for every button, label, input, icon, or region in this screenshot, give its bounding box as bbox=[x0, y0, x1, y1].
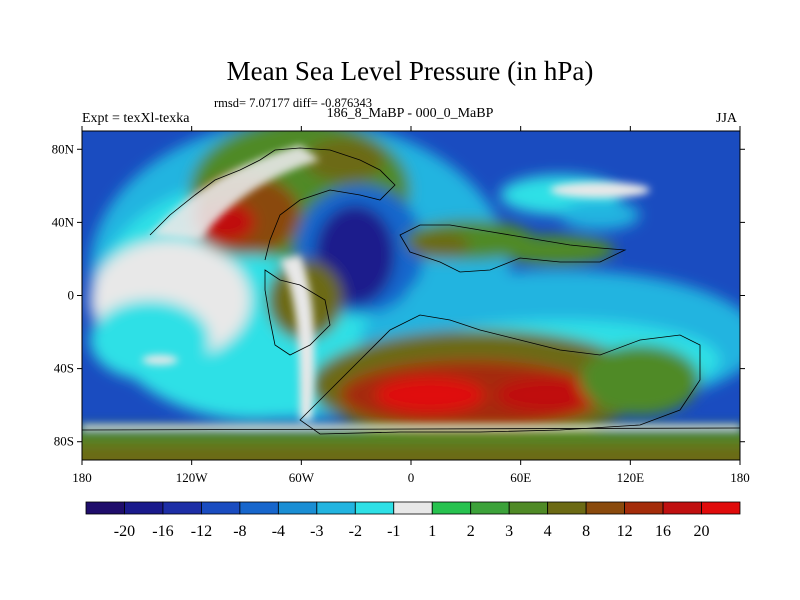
colorbar-swatch bbox=[470, 501, 510, 515]
x-tick-label: 60W bbox=[289, 470, 315, 485]
colorbar-label: 2 bbox=[467, 523, 475, 540]
colorbar-swatch bbox=[585, 501, 625, 515]
colorbar-label: -1 bbox=[387, 523, 400, 540]
colorbar-label: -16 bbox=[152, 523, 173, 540]
colorbar-label: -12 bbox=[191, 523, 212, 540]
y-tick-label: 80S bbox=[54, 434, 74, 449]
colorbar-label: -8 bbox=[233, 523, 246, 540]
colorbar-swatch bbox=[624, 501, 664, 515]
plot-title: Mean Sea Level Pressure (in hPa) bbox=[226, 56, 594, 86]
x-axis: 180 120W 60W 0 60E 120E 180 bbox=[72, 126, 750, 485]
coastline bbox=[82, 147, 740, 435]
colorbar-label: 20 bbox=[694, 523, 710, 540]
x-tick-label: 180 bbox=[730, 470, 750, 485]
colorbar-swatch bbox=[85, 501, 125, 515]
colorbar-swatch bbox=[124, 501, 164, 515]
colorbar-swatch bbox=[162, 501, 202, 515]
colorbar-swatch bbox=[239, 501, 279, 515]
colorbar-swatch bbox=[431, 501, 472, 515]
colorbar-swatch bbox=[701, 501, 741, 515]
colorbar-label: -4 bbox=[272, 523, 285, 540]
colorbar-swatch bbox=[662, 501, 702, 515]
stats-text: rmsd= 7.07177 diff= -0.876343 bbox=[214, 96, 372, 110]
colorbar-swatch bbox=[508, 501, 549, 515]
colorbar-label: 4 bbox=[544, 523, 552, 540]
period-label: 186_8_MaBP - 000_0_MaBP bbox=[326, 106, 494, 121]
season-label: JJA bbox=[716, 111, 738, 126]
colorbar-label: 8 bbox=[582, 523, 590, 540]
y-tick-label: 0 bbox=[68, 288, 75, 303]
x-tick-label: 60E bbox=[510, 470, 531, 485]
y-tick-label: 80N bbox=[52, 141, 75, 156]
colorbar-label: 16 bbox=[655, 523, 671, 540]
colorbar-label: 12 bbox=[617, 523, 633, 540]
colorbar: -20 -16 -12 -8 -4 -3 -2 -1 1 2 3 4 8 12 16 20 bbox=[85, 501, 741, 540]
colorbar-swatch bbox=[277, 501, 318, 515]
x-tick-label: 120E bbox=[617, 470, 645, 485]
y-axis: 80N 40N 0 40S 80S bbox=[52, 141, 745, 449]
colorbar-label: -20 bbox=[114, 523, 135, 540]
x-tick-label: 0 bbox=[408, 470, 415, 485]
colorbar-swatch bbox=[547, 501, 587, 515]
colorbar-swatch bbox=[393, 501, 433, 515]
x-tick-label: 120W bbox=[176, 470, 209, 485]
colorbar-label: -2 bbox=[349, 523, 362, 540]
colorbar-swatch bbox=[201, 501, 241, 515]
pressure-field bbox=[82, 131, 740, 460]
y-tick-label: 40N bbox=[52, 214, 75, 229]
colorbar-label: 3 bbox=[505, 523, 513, 540]
colorbar-swatch bbox=[316, 501, 356, 515]
colorbar-label: -3 bbox=[310, 523, 323, 540]
colorbar-label: 1 bbox=[428, 523, 436, 540]
experiment-label: Expt = texXl-texka bbox=[82, 111, 190, 126]
colorbar-swatch bbox=[354, 501, 395, 515]
y-tick-label: 40S bbox=[54, 361, 74, 376]
x-tick-label: 180 bbox=[72, 470, 92, 485]
